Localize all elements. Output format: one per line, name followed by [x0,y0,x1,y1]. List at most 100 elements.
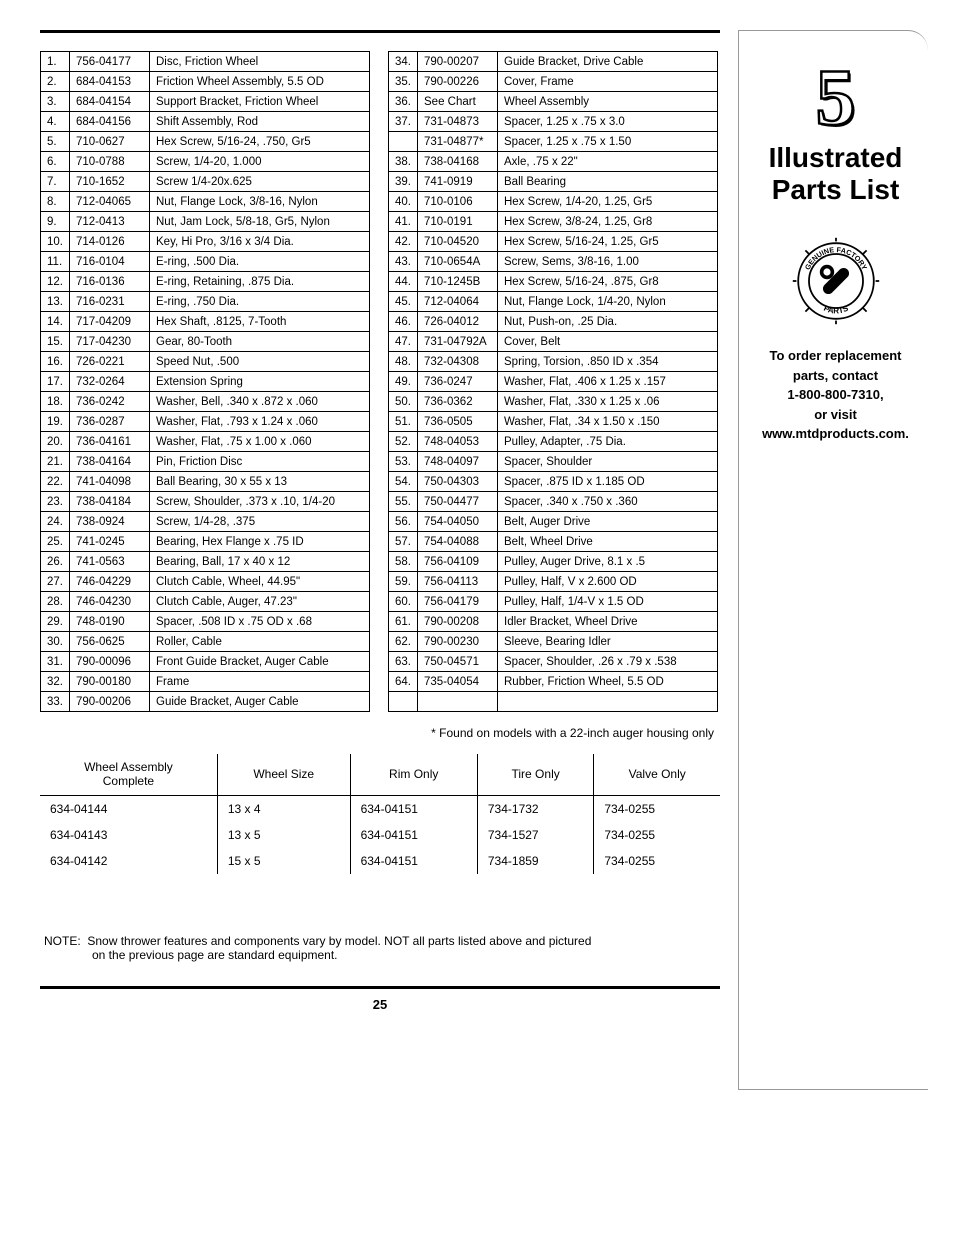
cell: 17. [41,372,70,392]
cell: 731-04792A [418,332,498,352]
table-row: 57.754-04088Belt, Wheel Drive [389,532,718,552]
cell: 58. [389,552,418,572]
cell: 60. [389,592,418,612]
cell: 31. [41,652,70,672]
cell: Key, Hi Pro, 3/16 x 3/4 Dia. [150,232,370,252]
bottom-rule [40,986,720,989]
cell: Washer, Flat, .793 x 1.24 x .060 [150,412,370,432]
order-text: To order replacement parts, contact 1-80… [747,346,924,444]
cell: 15. [41,332,70,352]
table-row: 42.710-04520Hex Screw, 5/16-24, 1.25, Gr… [389,232,718,252]
cell: 39. [389,172,418,192]
cell: 40. [389,192,418,212]
parts-table-1: 1.756-04177Disc, Friction Wheel2.684-041… [40,51,370,712]
cell: 26. [41,552,70,572]
cell: 736-0505 [418,412,498,432]
table-row: 28.746-04230Clutch Cable, Auger, 47.23" [41,592,370,612]
table-row: 62.790-00230Sleeve, Bearing Idler [389,632,718,652]
table-row: 36.See ChartWheel Assembly [389,92,718,112]
cell: Front Guide Bracket, Auger Cable [150,652,370,672]
table-row: 5.710-0627Hex Screw, 5/16-24, .750, Gr5 [41,132,370,152]
cell: 25. [41,532,70,552]
cell: Wheel Assembly [498,92,718,112]
cell: 7. [41,172,70,192]
footnote: * Found on models with a 22-inch auger h… [40,712,720,746]
table-row: 23.738-04184Screw, Shoulder, .373 x .10,… [41,492,370,512]
cell: 754-04088 [418,532,498,552]
cell: 684-04156 [70,112,150,132]
cell: Cover, Frame [498,72,718,92]
cell: 741-0563 [70,552,150,572]
cell: 38. [389,152,418,172]
cell: 732-04308 [418,352,498,372]
cell: 735-04054 [418,672,498,692]
cell: Spacer, .875 ID x 1.185 OD [498,472,718,492]
table-row: 11.716-0104E-ring, .500 Dia. [41,252,370,272]
cell: E-ring, Retaining, .875 Dia. [150,272,370,292]
cell: 29. [41,612,70,632]
cell: Belt, Wheel Drive [498,532,718,552]
cell: 734-1527 [477,822,593,848]
cell: 748-04097 [418,452,498,472]
cell: 14. [41,312,70,332]
cell: 13 x 5 [217,822,350,848]
cell: Screw, Sems, 3/8-16, 1.00 [498,252,718,272]
cell: 2. [41,72,70,92]
cell: 23. [41,492,70,512]
cell: 634-04144 [40,795,217,822]
table-row: 49.736-0247Washer, Flat, .406 x 1.25 x .… [389,372,718,392]
cell: Belt, Auger Drive [498,512,718,532]
cell: Hex Screw, 5/16-24, 1.25, Gr5 [498,232,718,252]
cell: 50. [389,392,418,412]
table-row: 34.790-00207Guide Bracket, Drive Cable [389,52,718,72]
cell: Clutch Cable, Wheel, 44.95" [150,572,370,592]
svg-text:PARTS: PARTS [822,304,850,316]
cell: 710-0106 [418,192,498,212]
cell: Disc, Friction Wheel [150,52,370,72]
genuine-parts-badge-icon: GENUINE FACTORY PARTS [791,236,881,326]
cell: 738-04168 [418,152,498,172]
table-row: 4.684-04156Shift Assembly, Rod [41,112,370,132]
table-row: 731-04877*Spacer, 1.25 x .75 x 1.50 [389,132,718,152]
table-row: 48.732-04308Spring, Torsion, .850 ID x .… [389,352,718,372]
cell: 47. [389,332,418,352]
cell: 3. [41,92,70,112]
cell: 710-0191 [418,212,498,232]
table-row: 21.738-04164Pin, Friction Disc [41,452,370,472]
cell: 734-1859 [477,848,593,874]
table-row: 61.790-00208Idler Bracket, Wheel Drive [389,612,718,632]
page-number: 25 [40,997,720,1012]
cell: See Chart [418,92,498,112]
table-row: 3.684-04154Support Bracket, Friction Whe… [41,92,370,112]
cell: Hex Screw, 5/16-24, .750, Gr5 [150,132,370,152]
cell: 9. [41,212,70,232]
table-row: 18.736-0242Washer, Bell, .340 x .872 x .… [41,392,370,412]
cell: 734-0255 [594,822,720,848]
table-row: 15.717-04230Gear, 80-Tooth [41,332,370,352]
cell: Hex Screw, 3/8-24, 1.25, Gr8 [498,212,718,232]
cell: Spacer, .508 ID x .75 OD x .68 [150,612,370,632]
cell: 710-04520 [418,232,498,252]
cell: Bearing, Hex Flange x .75 ID [150,532,370,552]
cell: Spacer, 1.25 x .75 x 3.0 [498,112,718,132]
table-row: 20.736-04161Washer, Flat, .75 x 1.00 x .… [41,432,370,452]
table-row: 17.732-0264Extension Spring [41,372,370,392]
cell: 726-0221 [70,352,150,372]
table-row: 46.726-04012Nut, Push-on, .25 Dia. [389,312,718,332]
cell: Screw 1/4-20x.625 [150,172,370,192]
cell: 756-0625 [70,632,150,652]
cell: Friction Wheel Assembly, 5.5 OD [150,72,370,92]
table-row: 52.748-04053Pulley, Adapter, .75 Dia. [389,432,718,452]
table-row: 38.738-04168Axle, .75 x 22" [389,152,718,172]
table-row: 634-0414313 x 5634-04151734-1527734-0255 [40,822,720,848]
cell: 717-04209 [70,312,150,332]
cell: 741-0245 [70,532,150,552]
cell: 57. [389,532,418,552]
table-row: 634-0414215 x 5634-04151734-1859734-0255 [40,848,720,874]
cell: 738-04164 [70,452,150,472]
table-row: 59.756-04113Pulley, Half, V x 2.600 OD [389,572,718,592]
table-row: 40.710-0106Hex Screw, 1/4-20, 1.25, Gr5 [389,192,718,212]
cell: Nut, Jam Lock, 5/8-18, Gr5, Nylon [150,212,370,232]
cell: 716-0136 [70,272,150,292]
cell: 710-0788 [70,152,150,172]
